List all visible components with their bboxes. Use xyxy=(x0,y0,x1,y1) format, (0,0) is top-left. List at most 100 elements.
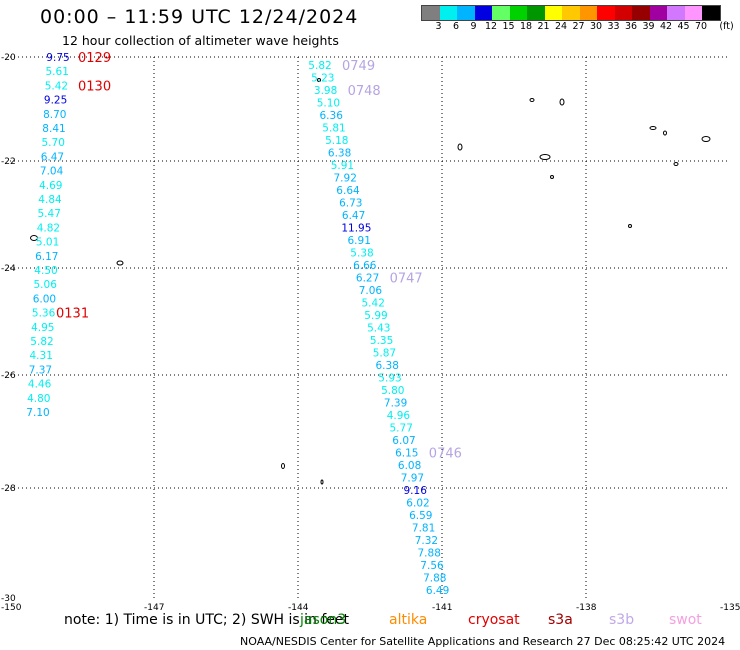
colorbar-label: 33 xyxy=(607,21,620,32)
wave-height-label: 7.92 xyxy=(334,173,357,185)
wave-height-label: 5.61 xyxy=(46,66,69,78)
colorbar-swatch xyxy=(492,6,510,20)
wave-height-label: 5.77 xyxy=(390,423,413,435)
colorbar-swatch xyxy=(579,6,597,20)
wave-height-label: 4.96 xyxy=(387,410,411,422)
island-outline xyxy=(673,162,679,166)
island-outline xyxy=(628,224,632,228)
wave-height-label: 5.99 xyxy=(364,310,387,322)
island-outline xyxy=(539,154,551,160)
colorbar-swatch xyxy=(474,6,492,20)
island-outline xyxy=(457,143,463,151)
y-tick-label: -30 xyxy=(1,594,16,604)
wave-height-label: 4.31 xyxy=(30,350,53,362)
colorbar-label: 42 xyxy=(659,21,673,32)
satellite-legend-cryosat: cryosat xyxy=(468,612,520,628)
wave-height-label: 5.06 xyxy=(34,279,58,291)
x-tick-label: -141 xyxy=(432,603,452,613)
pass-time-label: 0746 xyxy=(429,447,462,462)
satellite-legend-s3a: s3a xyxy=(548,612,573,628)
wave-height-label: 4.82 xyxy=(37,222,60,234)
wave-height-label: 6.07 xyxy=(392,435,415,447)
wave-height-label: 6.91 xyxy=(348,235,371,247)
colorbar-swatch xyxy=(457,6,475,20)
wave-height-label: 5.38 xyxy=(350,248,373,260)
wave-height-label: 6.38 xyxy=(328,148,351,160)
wave-height-label: 4.46 xyxy=(28,379,52,391)
wave-height-label: 7.39 xyxy=(384,398,407,410)
island-outline xyxy=(550,175,554,179)
wave-height-label: 5.42 xyxy=(362,298,385,310)
colorbar-swatch xyxy=(562,6,580,20)
wave-height-label: 5.82 xyxy=(30,336,53,348)
island-outlines xyxy=(30,78,711,485)
map-subtitle: 12 hour collection of altimeter wave hei… xyxy=(62,33,339,48)
x-tick-label: -150 xyxy=(1,603,22,613)
wave-height-label: 7.56 xyxy=(420,560,444,572)
island-outline xyxy=(116,260,124,266)
island-outline xyxy=(663,130,667,136)
x-tick-label: -144 xyxy=(288,603,309,613)
island-outline xyxy=(701,136,711,142)
island-outline xyxy=(649,126,657,130)
y-tick-label: -28 xyxy=(1,484,16,494)
y-tick-label: -22 xyxy=(1,157,16,167)
axis-tick-labels: -20 -22 -24 -26 -28 -30-150 -147 -144 -141 -138 -1… xyxy=(1,53,740,613)
wave-height-label: 4.69 xyxy=(39,180,62,192)
wave-height-label: 6.47 xyxy=(342,210,365,222)
island-outline xyxy=(529,98,535,102)
wave-height-label: 7.81 xyxy=(412,523,435,535)
wave-height-label: 6.00 xyxy=(33,293,56,305)
colorbar-label: 30 xyxy=(589,21,603,32)
satellite-legend-swot: swot xyxy=(669,612,702,628)
pass-time-label: 0130 xyxy=(78,79,111,94)
colorbar-swatch xyxy=(614,6,632,20)
colorbar-label: 6 xyxy=(452,21,460,32)
colorbar-labels: 3 6 9 12 15 18 21 24 27 30 33 36 39 42 45 70 (ft) xyxy=(421,21,740,33)
satellite-legend-s3b: s3b xyxy=(609,612,635,628)
colorbar-label: 18 xyxy=(519,21,533,32)
wave-height-label: 6.73 xyxy=(339,198,362,210)
colorbar-label: 12 xyxy=(484,21,498,32)
y-tick-label: -20 xyxy=(1,53,16,63)
wave-height-label: 6.64 xyxy=(336,185,360,197)
wave-height-label: 7.88 xyxy=(418,548,441,560)
wave-height-label: 4.50 xyxy=(34,265,57,277)
wave-height-label: 5.70 xyxy=(42,137,65,149)
colorbar-swatch xyxy=(509,6,527,20)
wave-height-label: 8.41 xyxy=(42,123,65,135)
wave-height-label: 7.06 xyxy=(359,285,383,297)
wave-height-colorbar xyxy=(421,5,721,21)
y-tick-label: -24 xyxy=(1,264,16,274)
wave-height-label: 4.95 xyxy=(31,322,54,334)
colorbar-swatch xyxy=(597,6,615,20)
satellite-legend-altika: altika xyxy=(389,612,428,628)
wave-height-label: 5.80 xyxy=(381,385,404,397)
colorbar-label: 21 xyxy=(537,21,550,32)
wave-height-label: 7.04 xyxy=(40,166,64,178)
colorbar-swatch xyxy=(684,6,702,20)
x-tick-label: -135 xyxy=(720,603,740,613)
map-title: 00:00 – 11:59 UTC 12/24/2024 xyxy=(40,6,359,28)
wave-height-label: 6.36 xyxy=(320,110,344,122)
wave-height-label: 6.15 xyxy=(395,448,418,460)
pass-time-label: 0749 xyxy=(342,59,375,74)
pass-time-label: 0748 xyxy=(348,84,381,99)
island-outline xyxy=(281,463,285,469)
colorbar-label: 15 xyxy=(502,21,515,32)
wave-height-label: 5.35 xyxy=(370,335,393,347)
colorbar-label: 24 xyxy=(554,21,568,32)
wave-height-label: 7.10 xyxy=(26,407,49,419)
pass-time-label: 0131 xyxy=(56,307,89,322)
wave-height-label: 5.23 xyxy=(311,73,334,85)
y-tick-label: -26 xyxy=(1,371,16,381)
wave-height-label: 4.80 xyxy=(27,393,50,405)
island-outline xyxy=(320,479,324,485)
wave-height-label: 6.02 xyxy=(406,498,429,510)
wave-height-label: 6.08 xyxy=(398,460,421,472)
wave-height-label: 5.01 xyxy=(36,237,59,249)
colorbar-swatch xyxy=(649,6,667,20)
colorbar-swatch xyxy=(439,6,457,20)
wave-height-label: 6.59 xyxy=(409,510,432,522)
